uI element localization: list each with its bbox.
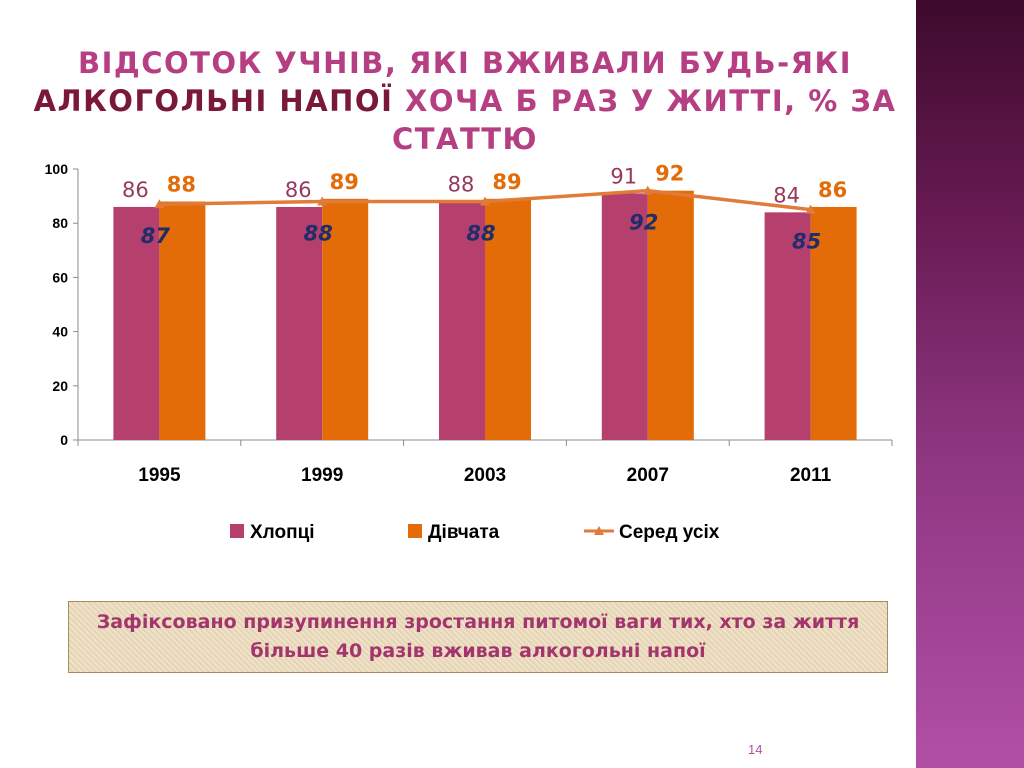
title-highlight: АЛКОГОЛЬНІ НАПОЇ [33,84,394,118]
bar-girls [810,206,857,440]
average-point [480,196,490,206]
y-tick-label: 40 [52,324,68,340]
bar-girls [159,201,206,440]
data-label-average: 88 [304,222,333,246]
y-tick-label: 80 [52,215,68,231]
side-decoration-band [916,0,1024,768]
data-label-average: 88 [466,222,495,246]
data-label-boys: 86 [122,178,149,202]
data-label-girls: 89 [330,170,359,194]
note-text: Зафіксовано призупинення зростання питом… [96,611,860,662]
bar-boys [439,201,485,440]
title-line-1: ВІДСОТОК УЧНІВ, ЯКІ ВЖИВАЛИ БУДЬ-ЯКІ [77,46,852,80]
legend-label-average: Серед усіх [619,522,720,543]
y-tick-label: 20 [52,378,68,394]
data-label-average: 87 [141,224,171,248]
data-label-average: 85 [792,230,821,254]
data-label-boys: 84 [773,183,800,207]
data-label-boys: 91 [610,164,637,188]
bar-boys [764,212,811,440]
x-tick-label: 1999 [301,465,343,486]
x-tick-label: 2007 [627,465,669,486]
bar-girls [485,198,531,440]
bar-boys [276,206,323,440]
bar-line-chart: 0 20 40 60 80 100 1995 1999 2003 2007 2011 86 88 87 86… [45,161,893,543]
bar-girls [322,198,369,440]
legend-marker-average [594,526,604,535]
legend-swatch-girls [408,524,422,538]
x-tick-label: 2003 [464,465,506,486]
data-label-girls: 92 [655,162,684,186]
x-tick-label: 1995 [138,465,181,486]
average-point [805,204,816,214]
data-label-boys: 86 [285,178,312,202]
y-tick-label: 0 [60,432,68,448]
slide-title: ВІДСОТОК УЧНІВ, ЯКІ ВЖИВАЛИ БУДЬ-ЯКІ АЛК… [20,44,910,158]
legend-swatch-boys [230,524,244,538]
data-label-girls: 88 [167,173,196,197]
legend-label-boys: Хлопці [250,522,315,543]
data-label-average: 92 [629,211,658,235]
y-tick-label: 100 [45,161,69,177]
legend-label-girls: Дівчата [428,522,500,543]
data-label-boys: 88 [448,173,475,197]
y-tick-label: 60 [52,269,68,285]
page-number: 14 [748,742,763,757]
x-tick-label: 2011 [790,465,832,486]
title-line-2-rest: ХОЧА Б РАЗ У ЖИТТІ, % ЗА СТАТТЮ [391,84,897,156]
bar-boys [601,193,648,440]
note-box: Зафіксовано призупинення зростання питом… [68,601,888,673]
average-point [154,199,165,209]
data-label-girls: 86 [818,178,847,202]
average-point [317,196,328,206]
average-point [642,185,653,195]
data-label-girls: 89 [492,170,521,194]
bar-girls [647,190,694,440]
bar-boys [113,206,160,440]
